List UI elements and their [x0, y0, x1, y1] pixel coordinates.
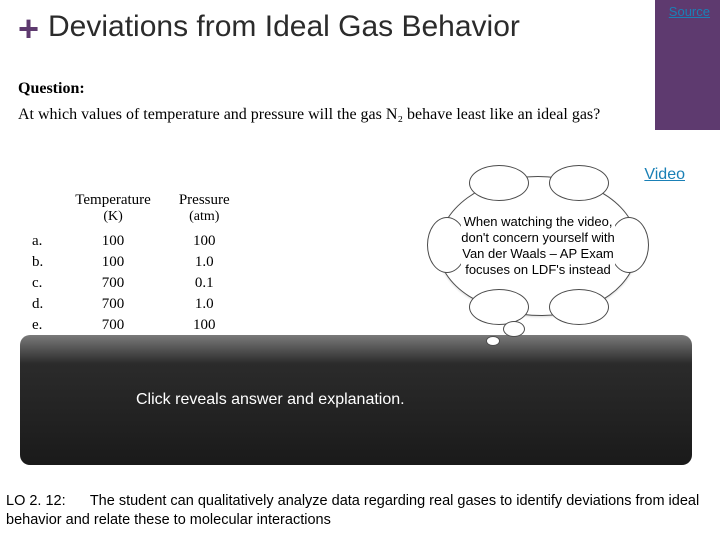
table-row: d.7001.0: [28, 294, 244, 315]
source-link[interactable]: Source: [669, 4, 710, 19]
col-header-temp: Temperature: [61, 190, 165, 209]
table-row: e.700100: [28, 315, 244, 336]
table-row: c.7000.1: [28, 273, 244, 294]
corner-accent: [655, 0, 720, 130]
reveal-answer-box[interactable]: Click reveals answer and explanation.: [20, 335, 692, 465]
col-unit-temp: (K): [61, 209, 165, 231]
table-row: a.100100: [28, 231, 244, 252]
learning-objective: LO 2. 12: The student can qualitatively …: [6, 492, 712, 530]
reveal-text: Click reveals answer and explanation.: [136, 391, 405, 409]
lo-label: LO 2. 12:: [6, 493, 66, 509]
thought-bubble: When watching the video, don't concern y…: [438, 176, 658, 346]
bubble-tail-icon: [486, 336, 500, 346]
question-label: Question:: [18, 80, 85, 98]
plus-icon: +: [18, 8, 39, 50]
bubble-tail-icon: [503, 321, 525, 337]
table-row: b.1001.0: [28, 252, 244, 273]
answer-options-table: Temperature Pressure (K) (atm) a.100100 …: [28, 190, 244, 336]
col-header-press: Pressure: [165, 190, 244, 209]
page-title: Deviations from Ideal Gas Behavior: [48, 10, 520, 44]
question-text: At which values of temperature and press…: [18, 104, 648, 126]
col-unit-press: (atm): [165, 209, 244, 231]
bubble-text: When watching the video, don't concern y…: [461, 214, 615, 279]
lo-body: The student can qualitatively analyze da…: [6, 493, 699, 528]
